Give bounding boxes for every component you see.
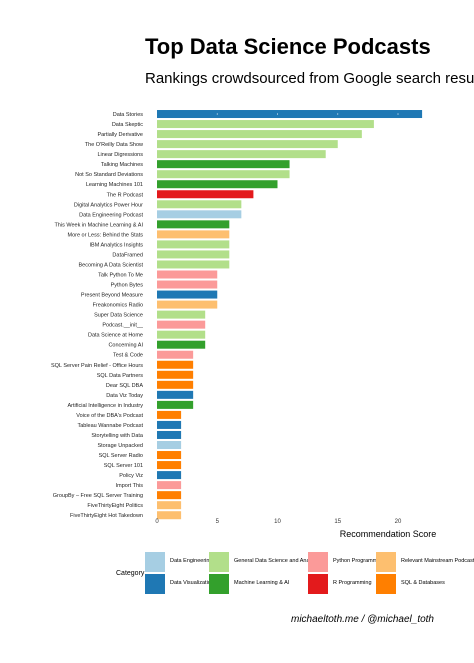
bar [157, 501, 182, 510]
x-tick-label: 20 [395, 519, 402, 525]
bar [157, 441, 182, 449]
y-tick-label: Dear SQL DBA [106, 383, 143, 389]
bar [157, 120, 374, 129]
y-tick-label: Data Skeptic [112, 122, 143, 128]
y-tick-label: Tableau Wannabe Podcast [77, 423, 143, 429]
bar [157, 400, 194, 409]
bar [157, 130, 362, 139]
bar [157, 110, 423, 119]
y-tick-label: Concerning AI [108, 343, 143, 349]
y-tick-label: SQL Server Radio [99, 453, 143, 459]
y-tick-label: Digital Analytics Power Hour [74, 202, 143, 208]
y-tick-label: SQL Server Pain Relief - Office Hours [51, 363, 143, 369]
y-tick-label: Import This [116, 483, 144, 489]
bar [157, 170, 290, 179]
bar [157, 491, 182, 500]
y-tick-label: Learning Machines 101 [86, 182, 143, 188]
chart-subtitle: Rankings crowdsourced from Google search… [145, 70, 474, 87]
bar [157, 451, 182, 460]
y-tick-label: Data Stories [113, 112, 144, 118]
credit-text: michaeltoth.me / @michael_toth [291, 614, 434, 625]
x-tick-label: 0 [155, 519, 159, 525]
y-tick-label: Data Engineering Podcast [79, 212, 143, 218]
bar [157, 250, 230, 259]
y-tick-label: Policy Viz [119, 473, 143, 479]
bar [157, 380, 194, 389]
bar [157, 200, 242, 209]
bar [157, 220, 230, 229]
bar [157, 180, 278, 189]
y-tick-label: Talk Python To Me [98, 273, 143, 279]
bar [157, 430, 182, 439]
y-tick-label: Becoming A Data Scientist [78, 262, 143, 268]
y-tick-label: Test & Code [113, 353, 143, 359]
bar [157, 330, 206, 339]
x-axis-label: Recommendation Score [340, 529, 437, 539]
y-tick-label: Linear Digressions [97, 152, 143, 158]
y-tick-label: Partially Derivative [97, 132, 143, 138]
y-tick-label: SQL Data Partners [97, 373, 144, 379]
y-tick-label: DataFramed [112, 252, 143, 258]
bar [157, 471, 182, 480]
y-tick-label: Super Data Science [94, 313, 143, 319]
bar [157, 240, 230, 249]
x-tick-label: 15 [334, 519, 341, 525]
y-tick-label: Storage Unpacked [97, 443, 143, 449]
y-tick-label: This Week in Machine Learning & AI [54, 222, 143, 228]
bar [157, 210, 242, 219]
bar [157, 300, 218, 309]
bar [157, 140, 338, 149]
y-tick-label: More or Less: Behind the Stats [67, 232, 143, 238]
bar [157, 270, 218, 279]
chart-title: Top Data Science Podcasts [145, 34, 431, 59]
y-tick-label: Not So Standard Deviations [75, 172, 143, 178]
y-tick-label: Artificial Intelligence in Industry [67, 403, 143, 409]
bar [157, 350, 194, 359]
y-tick-label: Python Bytes [111, 283, 144, 289]
bar [157, 230, 230, 239]
y-tick-label: The O'Reilly Data Show [85, 142, 143, 148]
bar [157, 190, 254, 199]
y-tick-label: Voice of the DBA's Podcast [76, 413, 143, 419]
bar [157, 340, 206, 349]
bar [157, 160, 290, 169]
bar [157, 320, 206, 329]
bar [157, 260, 230, 269]
y-tick-label: FiveThirtyEight Hot Takedown [70, 513, 143, 519]
x-tick-label: 5 [216, 519, 220, 525]
bar [157, 310, 206, 319]
y-tick-label: Data Science at Home [88, 333, 143, 339]
bar [157, 420, 182, 429]
bar [157, 511, 182, 520]
y-tick-label: Storytelling with Data [91, 433, 144, 439]
bar [157, 481, 182, 490]
y-tick-label: FiveThirtyEight Politics [87, 503, 143, 509]
bar [157, 390, 194, 399]
bar [157, 280, 218, 289]
y-tick-label: Data Viz Today [106, 393, 143, 399]
bar [157, 150, 326, 159]
y-tick-label: Present Beyond Measure [81, 293, 143, 299]
bar [157, 461, 182, 470]
y-tick-label: IBM Analytics Insights [90, 242, 144, 248]
bar [157, 370, 194, 379]
y-tick-label: Talking Machines [101, 162, 143, 168]
y-tick-label: GroupBy – Free SQL Server Training [53, 493, 143, 499]
bar [157, 290, 218, 299]
y-tick-label: SQL Server 101 [104, 463, 143, 469]
bar [157, 410, 182, 419]
y-tick-label: Freakonomics Radio [93, 303, 143, 309]
bar [157, 360, 194, 369]
x-tick-label: 10 [274, 519, 281, 525]
y-tick-label: Podcast.__init__ [102, 323, 144, 329]
y-tick-label: The R Podcast [107, 192, 144, 198]
